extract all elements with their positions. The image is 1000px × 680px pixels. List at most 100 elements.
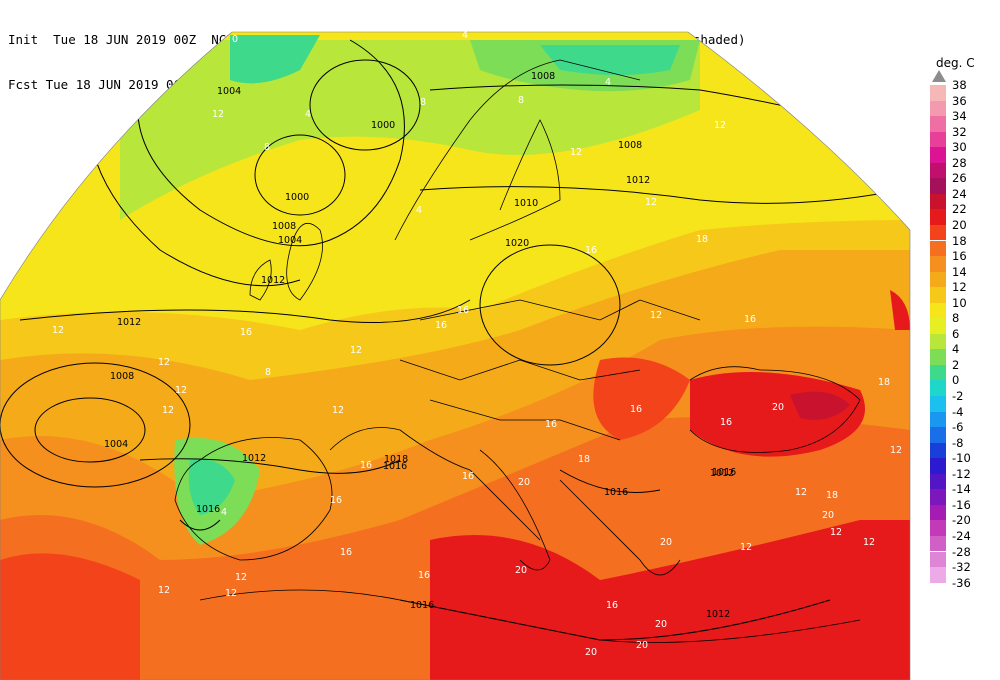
- legend-tick: 12: [952, 280, 967, 295]
- legend-swatch: [930, 442, 946, 459]
- temperature-label: 20: [636, 640, 648, 651]
- legend-tick: 34: [952, 109, 967, 124]
- temperature-label: 12: [332, 405, 344, 416]
- pressure-label: 1018: [384, 454, 408, 465]
- pressure-label: 1004: [278, 235, 302, 246]
- temperature-label: 16: [360, 460, 372, 471]
- temperature-label: 20: [822, 510, 834, 521]
- temperature-label: 16: [462, 471, 474, 482]
- pressure-label: 1012: [706, 609, 730, 620]
- legend-swatch: [930, 100, 946, 117]
- pressure-label: 1012: [242, 453, 266, 464]
- legend-tick: -12: [952, 466, 971, 481]
- pressure-label: 1008: [531, 71, 555, 82]
- legend-swatch: [930, 318, 946, 334]
- cold-area-kola: [540, 45, 680, 75]
- legend-arrow-icon: [932, 70, 946, 82]
- temperature-label: 8: [518, 95, 524, 106]
- temperature-label: 20: [660, 537, 672, 548]
- temperature-label: 16: [744, 314, 756, 325]
- legend-tick: 0: [952, 373, 960, 388]
- pressure-label: 1016: [383, 461, 407, 472]
- legend-swatch: [930, 287, 946, 303]
- legend-swatch: [930, 193, 946, 210]
- legend-tick: 4: [952, 342, 960, 357]
- legend-swatch: [930, 535, 946, 552]
- temperature-label: 12: [158, 357, 170, 368]
- legend-tick: -28: [952, 544, 971, 559]
- legend-tick: -10: [952, 451, 971, 466]
- legend-tick: -4: [952, 404, 964, 419]
- legend-tick: 32: [952, 124, 967, 139]
- legend-swatch: [930, 396, 946, 412]
- pressure-label: 1016: [410, 600, 434, 611]
- temperature-label: 12: [175, 385, 187, 396]
- temperature-label: 4: [462, 30, 468, 41]
- temperature-label: 16: [340, 547, 352, 558]
- temperature-label: 12: [795, 487, 807, 498]
- legend-tick: -2: [952, 389, 964, 403]
- pressure-label: 1008: [618, 140, 642, 151]
- pressure-label: 1004: [217, 86, 241, 97]
- legend-swatch: [930, 85, 946, 101]
- legend-unit: deg. C: [936, 56, 975, 70]
- temperature-label: 16: [720, 417, 732, 428]
- legend-tick: -14: [952, 482, 971, 497]
- temperature-label: 4: [305, 109, 311, 120]
- hottest-spot-black-sea: [790, 391, 850, 420]
- legend-swatch: [930, 333, 946, 350]
- temperature-label: 12: [570, 147, 582, 158]
- pressure-label: 1010: [514, 198, 538, 209]
- legend-swatch: [930, 458, 946, 474]
- temperature-label: 20: [772, 402, 784, 413]
- temperature-label: 16: [435, 320, 447, 331]
- temperature-label: 12: [225, 588, 237, 599]
- legend-swatch: [930, 364, 946, 381]
- legend-swatch: [930, 427, 946, 443]
- pressure-label: 1008: [110, 371, 134, 382]
- legend-tick: 6: [952, 326, 960, 341]
- legend-tick: -24: [952, 528, 971, 543]
- temperature-label: 4: [605, 77, 611, 88]
- pressure-label: 1012: [710, 468, 734, 479]
- temperature-label: 16: [418, 570, 430, 581]
- pressure-label: 1020: [505, 238, 529, 249]
- legend-swatch: [930, 209, 946, 225]
- legend-tick: -32: [952, 560, 971, 575]
- temperature-label: 20: [515, 565, 527, 576]
- pressure-label: 1016: [604, 487, 628, 498]
- temperature-label: 16: [585, 245, 597, 256]
- temperature-label: 20: [655, 619, 667, 630]
- temperature-label: 4: [416, 205, 422, 216]
- legend-tick: -36: [952, 575, 971, 590]
- pressure-label: 1000: [285, 192, 309, 203]
- legend-tick: 22: [952, 202, 967, 217]
- legend-tick: 24: [952, 186, 967, 201]
- legend-swatch: [930, 504, 946, 521]
- pressure-contour-labels: 1004 1000 1000 1004 1008 1012 1012 1008 1004 1008…: [104, 71, 736, 620]
- legend-swatch: [930, 302, 946, 319]
- legend-swatch: [930, 224, 946, 241]
- temperature-label: 12: [158, 585, 170, 596]
- pressure-label: 1016: [196, 504, 220, 515]
- legend-swatch: [930, 551, 946, 567]
- temperature-label: 12: [830, 527, 842, 538]
- temperature-label: 12: [740, 542, 752, 553]
- legend-tick: -20: [952, 513, 971, 528]
- temperature-label: 18: [826, 490, 838, 501]
- cold-area-iceland: [230, 35, 320, 84]
- legend-tick: -16: [952, 497, 971, 512]
- legend-tick: 10: [952, 295, 967, 310]
- temperature-label: 16: [545, 419, 557, 430]
- temperature-label: 8: [265, 367, 271, 378]
- legend-tick: 16: [952, 249, 967, 264]
- temperature-label: 18: [578, 454, 590, 465]
- legend-tick: 18: [952, 233, 967, 248]
- hot-area-atlantic: [0, 553, 140, 680]
- legend-swatch: [930, 349, 946, 365]
- legend-swatch: [930, 256, 946, 272]
- temperature-label: 0: [232, 34, 238, 45]
- pressure-label: 1012: [626, 175, 650, 186]
